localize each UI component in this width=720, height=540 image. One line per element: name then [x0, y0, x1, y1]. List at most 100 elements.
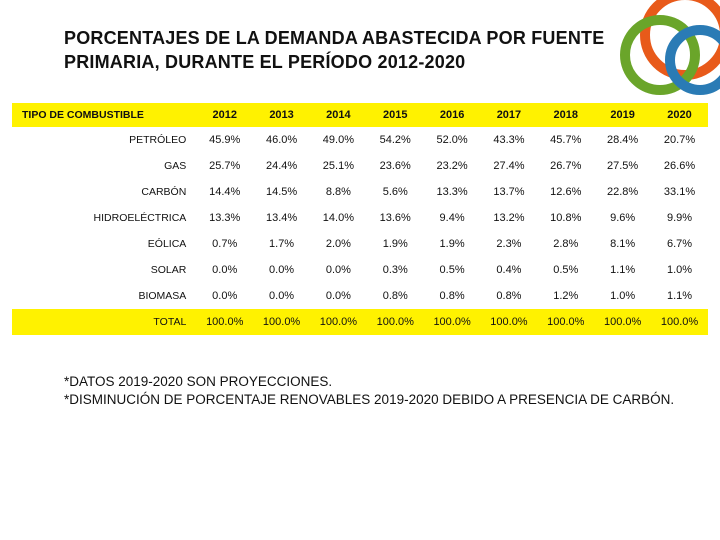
- cell-value: 1.0%: [651, 257, 708, 283]
- cell-value: 8.8%: [310, 179, 367, 205]
- cell-value: 1.1%: [594, 257, 651, 283]
- cell-value: 6.7%: [651, 231, 708, 257]
- total-value: 100.0%: [594, 309, 651, 335]
- header-year: 2017: [481, 103, 538, 127]
- cell-value: 14.0%: [310, 205, 367, 231]
- cell-value: 43.3%: [481, 127, 538, 153]
- cell-value: 24.4%: [253, 153, 310, 179]
- cell-value: 9.9%: [651, 205, 708, 231]
- header-year: 2014: [310, 103, 367, 127]
- cell-value: 1.7%: [253, 231, 310, 257]
- total-value: 100.0%: [651, 309, 708, 335]
- cell-value: 0.8%: [424, 283, 481, 309]
- header-year: 2015: [367, 103, 424, 127]
- cell-value: 1.9%: [424, 231, 481, 257]
- row-label: BIOMASA: [12, 283, 196, 309]
- cell-value: 20.7%: [651, 127, 708, 153]
- cell-value: 28.4%: [594, 127, 651, 153]
- total-value: 100.0%: [196, 309, 253, 335]
- cell-value: 0.5%: [424, 257, 481, 283]
- slide-title: PORCENTAJES DE LA DEMANDA ABASTECIDA POR…: [0, 0, 720, 85]
- cell-value: 13.2%: [481, 205, 538, 231]
- cell-value: 0.4%: [481, 257, 538, 283]
- cell-value: 12.6%: [537, 179, 594, 205]
- cell-value: 46.0%: [253, 127, 310, 153]
- table-row: BIOMASA0.0%0.0%0.0%0.8%0.8%0.8%1.2%1.0%1…: [12, 283, 708, 309]
- cell-value: 8.1%: [594, 231, 651, 257]
- footnote-line: *DISMINUCIÓN DE PORCENTAJE RENOVABLES 20…: [64, 391, 680, 409]
- cell-value: 13.4%: [253, 205, 310, 231]
- footnote-line: *DATOS 2019-2020 SON PROYECCIONES.: [64, 373, 680, 391]
- table-row: EÓLICA0.7%1.7%2.0%1.9%1.9%2.3%2.8%8.1%6.…: [12, 231, 708, 257]
- cell-value: 2.8%: [537, 231, 594, 257]
- table-row: HIDROELÉCTRICA13.3%13.4%14.0%13.6%9.4%13…: [12, 205, 708, 231]
- cell-value: 0.8%: [481, 283, 538, 309]
- footnotes: *DATOS 2019-2020 SON PROYECCIONES. *DISM…: [0, 335, 720, 409]
- table-row: PETRÓLEO45.9%46.0%49.0%54.2%52.0%43.3%45…: [12, 127, 708, 153]
- cell-value: 26.7%: [537, 153, 594, 179]
- row-label: SOLAR: [12, 257, 196, 283]
- table-row: SOLAR0.0%0.0%0.0%0.3%0.5%0.4%0.5%1.1%1.0…: [12, 257, 708, 283]
- data-table-container: TIPO DE COMBUSTIBLE 2012 2013 2014 2015 …: [0, 85, 720, 335]
- cell-value: 22.8%: [594, 179, 651, 205]
- cell-value: 25.1%: [310, 153, 367, 179]
- data-table: TIPO DE COMBUSTIBLE 2012 2013 2014 2015 …: [12, 103, 708, 335]
- cell-value: 0.0%: [196, 257, 253, 283]
- row-label: GAS: [12, 153, 196, 179]
- cell-value: 1.0%: [594, 283, 651, 309]
- header-year: 2020: [651, 103, 708, 127]
- total-value: 100.0%: [537, 309, 594, 335]
- table-total-row: TOTAL100.0%100.0%100.0%100.0%100.0%100.0…: [12, 309, 708, 335]
- header-year: 2019: [594, 103, 651, 127]
- cell-value: 0.3%: [367, 257, 424, 283]
- header-year: 2013: [253, 103, 310, 127]
- cell-value: 0.0%: [253, 283, 310, 309]
- total-value: 100.0%: [367, 309, 424, 335]
- cell-value: 9.4%: [424, 205, 481, 231]
- cell-value: 0.8%: [367, 283, 424, 309]
- table-header-row: TIPO DE COMBUSTIBLE 2012 2013 2014 2015 …: [12, 103, 708, 127]
- total-value: 100.0%: [424, 309, 481, 335]
- cell-value: 45.9%: [196, 127, 253, 153]
- cell-value: 13.6%: [367, 205, 424, 231]
- cell-value: 5.6%: [367, 179, 424, 205]
- cell-value: 0.5%: [537, 257, 594, 283]
- cell-value: 14.5%: [253, 179, 310, 205]
- cell-value: 2.3%: [481, 231, 538, 257]
- total-label: TOTAL: [12, 309, 196, 335]
- total-value: 100.0%: [253, 309, 310, 335]
- header-year: 2012: [196, 103, 253, 127]
- header-year: 2016: [424, 103, 481, 127]
- cell-value: 26.6%: [651, 153, 708, 179]
- cell-value: 52.0%: [424, 127, 481, 153]
- cell-value: 1.1%: [651, 283, 708, 309]
- cell-value: 25.7%: [196, 153, 253, 179]
- cell-value: 13.7%: [481, 179, 538, 205]
- cell-value: 0.0%: [310, 257, 367, 283]
- cell-value: 9.6%: [594, 205, 651, 231]
- cell-value: 1.2%: [537, 283, 594, 309]
- table-row: GAS25.7%24.4%25.1%23.6%23.2%27.4%26.7%27…: [12, 153, 708, 179]
- total-value: 100.0%: [310, 309, 367, 335]
- cell-value: 45.7%: [537, 127, 594, 153]
- row-label: HIDROELÉCTRICA: [12, 205, 196, 231]
- cell-value: 49.0%: [310, 127, 367, 153]
- cell-value: 27.5%: [594, 153, 651, 179]
- cell-value: 10.8%: [537, 205, 594, 231]
- cell-value: 14.4%: [196, 179, 253, 205]
- total-value: 100.0%: [481, 309, 538, 335]
- row-label: PETRÓLEO: [12, 127, 196, 153]
- cell-value: 0.0%: [196, 283, 253, 309]
- table-body: PETRÓLEO45.9%46.0%49.0%54.2%52.0%43.3%45…: [12, 127, 708, 335]
- header-fuel-type: TIPO DE COMBUSTIBLE: [12, 103, 196, 127]
- row-label: CARBÓN: [12, 179, 196, 205]
- cell-value: 0.0%: [310, 283, 367, 309]
- header-year: 2018: [537, 103, 594, 127]
- cell-value: 1.9%: [367, 231, 424, 257]
- row-label: EÓLICA: [12, 231, 196, 257]
- cell-value: 0.0%: [253, 257, 310, 283]
- cell-value: 27.4%: [481, 153, 538, 179]
- cell-value: 23.2%: [424, 153, 481, 179]
- cell-value: 0.7%: [196, 231, 253, 257]
- cell-value: 13.3%: [196, 205, 253, 231]
